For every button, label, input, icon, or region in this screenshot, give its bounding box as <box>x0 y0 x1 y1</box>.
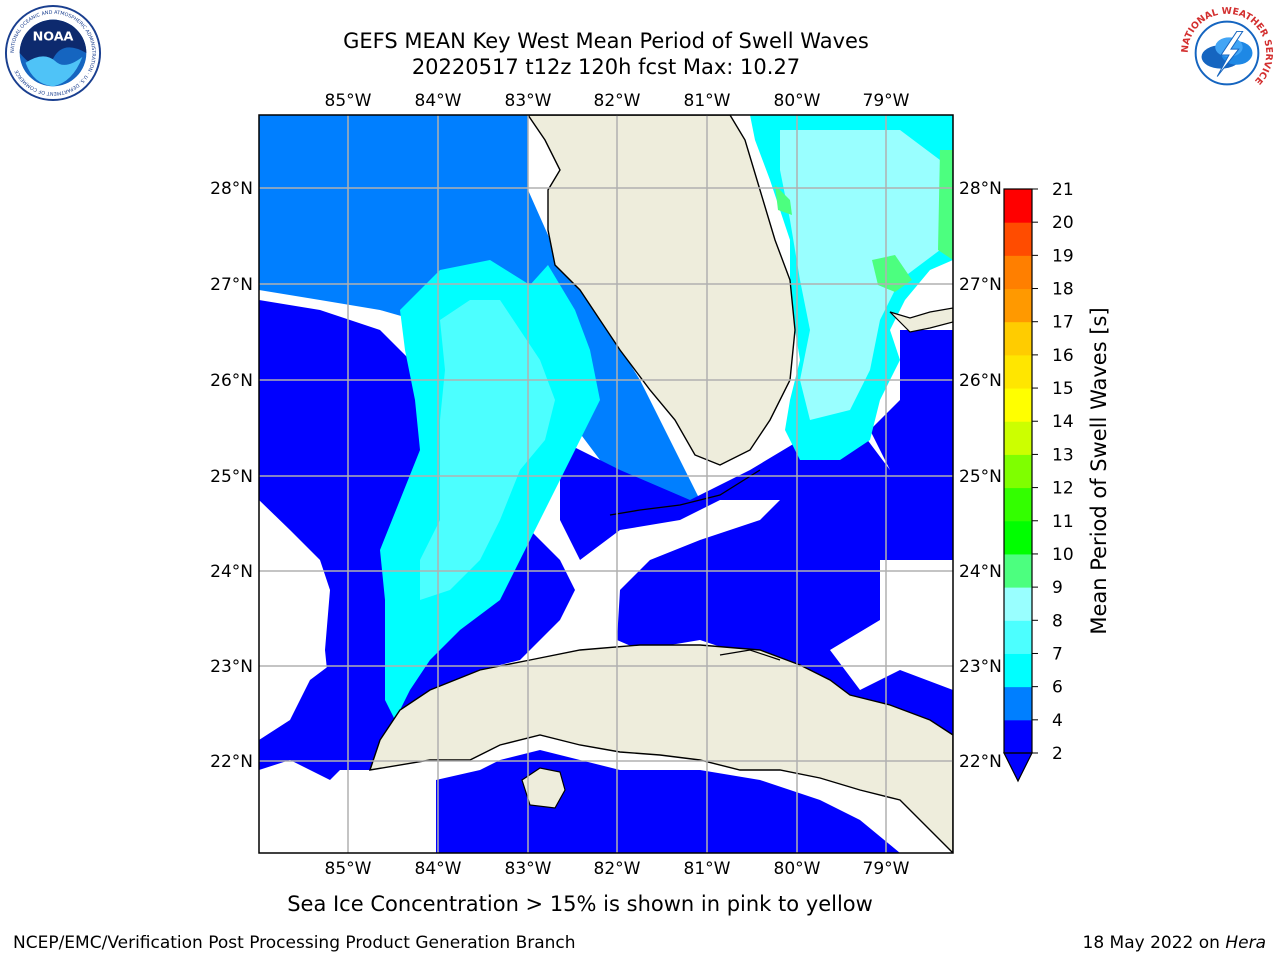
colorbar-band <box>1004 354 1032 389</box>
colorbar-band <box>1004 421 1032 455</box>
lat-label-right: 23°N <box>959 657 1002 677</box>
colorbar-tick-label: 18 <box>1052 280 1074 300</box>
lon-label-top: 80°W <box>774 91 821 111</box>
colorbar-band <box>1004 587 1032 621</box>
colorbar-band <box>1004 653 1032 688</box>
colorbar-tick-label: 20 <box>1052 213 1074 233</box>
grand-bahama-land <box>889 307 953 333</box>
map-title: GEFS MEAN Key West Mean Period of Swell … <box>343 29 869 53</box>
colorbar-tick-label: 4 <box>1052 711 1063 731</box>
colorbar-band <box>1004 686 1032 721</box>
noaa-logo: NOAA NATIONAL OCEANIC AND ATMOSPHERIC AD… <box>4 4 102 102</box>
lon-label-top: 83°W <box>505 91 552 111</box>
colorbar-tick-label: 19 <box>1052 246 1074 266</box>
band-2-4-west <box>259 665 350 780</box>
graticule <box>259 115 953 853</box>
lat-label-left: 23°N <box>210 657 253 677</box>
colorbar-extension <box>1003 752 1033 783</box>
colorbar-band <box>1004 620 1032 654</box>
colorbar-band <box>1004 487 1032 522</box>
colorbar-tick-label: 6 <box>1052 678 1063 698</box>
colorbar-band <box>1004 454 1032 489</box>
band-8-9-atlantic <box>780 130 940 420</box>
colorbar-band <box>1004 288 1032 323</box>
lat-label-left: 24°N <box>210 562 253 582</box>
lon-label-top: 85°W <box>325 91 372 111</box>
lat-label-right: 27°N <box>959 275 1002 295</box>
colorbar-band <box>1004 222 1032 256</box>
colorbar-tick-label: 7 <box>1052 644 1063 664</box>
band-7-8-gulf <box>420 300 555 600</box>
lon-label-top: 82°W <box>594 91 641 111</box>
host-name: Hera <box>1225 933 1266 953</box>
lon-label-bottom: 79°W <box>863 859 910 879</box>
colorbar-tick-label: 10 <box>1052 545 1074 565</box>
colorbar-tick-label: 11 <box>1052 512 1074 532</box>
colorbar-tick-label: 17 <box>1052 313 1074 333</box>
lat-label-left: 28°N <box>210 179 253 199</box>
lat-label-right: 26°N <box>959 371 1002 391</box>
credit-text: NCEP/EMC/Verification Post Processing Pr… <box>13 933 576 953</box>
band-9-10-patch-a <box>872 255 912 292</box>
colorbar-tick-label: 16 <box>1052 346 1074 366</box>
colorbar-band <box>1004 321 1032 356</box>
lat-label-left: 26°N <box>210 371 253 391</box>
lon-label-bottom: 83°W <box>505 859 552 879</box>
lon-label-top: 79°W <box>863 91 910 111</box>
lon-label-bottom: 82°W <box>594 859 641 879</box>
band-9-10-patch-b <box>938 150 953 260</box>
lat-label-right: 28°N <box>959 179 1002 199</box>
cuba-land <box>368 644 953 853</box>
lat-label-right: 22°N <box>959 752 1002 772</box>
lat-label-right: 24°N <box>959 562 1002 582</box>
lon-label-top: 81°W <box>684 91 731 111</box>
map-subtitle: 20220517 t12z 120h fcst Max: 10.27 <box>411 55 801 79</box>
cuba-north-cays <box>719 649 781 661</box>
lat-label-right: 25°N <box>959 467 1002 487</box>
lat-label-left: 22°N <box>210 752 253 772</box>
lon-label-bottom: 84°W <box>415 859 462 879</box>
florida-land <box>527 115 796 466</box>
lat-label-left: 25°N <box>210 467 253 487</box>
florida-keys <box>609 469 761 516</box>
lon-label-bottom: 85°W <box>325 859 372 879</box>
colorbar-band <box>1004 189 1032 223</box>
colorbar-label: Mean Period of Swell Waves [s] <box>1087 307 1111 634</box>
colorbar-tick-label: 2 <box>1052 744 1063 764</box>
colorbar-band <box>1004 719 1032 754</box>
colorbar-band <box>1004 388 1032 422</box>
colorbar-tick-label: 13 <box>1052 445 1074 465</box>
colorbar-tick-label: 14 <box>1052 412 1074 432</box>
colorbar-frame <box>1003 188 1033 754</box>
isla-juventud-land <box>521 767 566 809</box>
nws-logo: NATIONAL WEATHER SERVICE <box>1180 6 1274 101</box>
colorbar-band <box>1004 520 1032 555</box>
lon-label-bottom: 81°W <box>684 859 731 879</box>
colorbar-tick-label: 21 <box>1052 180 1074 200</box>
lat-label-left: 27°N <box>210 275 253 295</box>
colorbar-tick-label: 8 <box>1052 611 1063 631</box>
sea-ice-note: Sea Ice Concentration > 15% is shown in … <box>287 892 873 916</box>
colorbar-band <box>1004 255 1032 290</box>
date-text: 18 May 2022 on Hera <box>1083 933 1267 953</box>
colorbar-band <box>1004 553 1032 588</box>
noaa-logo-text: NOAA <box>33 29 74 44</box>
date-value: 18 May 2022 on <box>1082 933 1220 953</box>
colorbar-tick-label: 15 <box>1052 379 1074 399</box>
band-9-10-patch-c <box>775 185 792 215</box>
colorbar-tick-label: 12 <box>1052 479 1074 499</box>
map-frame <box>258 114 954 854</box>
lon-label-bottom: 80°W <box>774 859 821 879</box>
colorbar-tick-label: 9 <box>1052 578 1063 598</box>
lon-label-top: 84°W <box>415 91 462 111</box>
band-2-4-ne <box>870 330 953 470</box>
